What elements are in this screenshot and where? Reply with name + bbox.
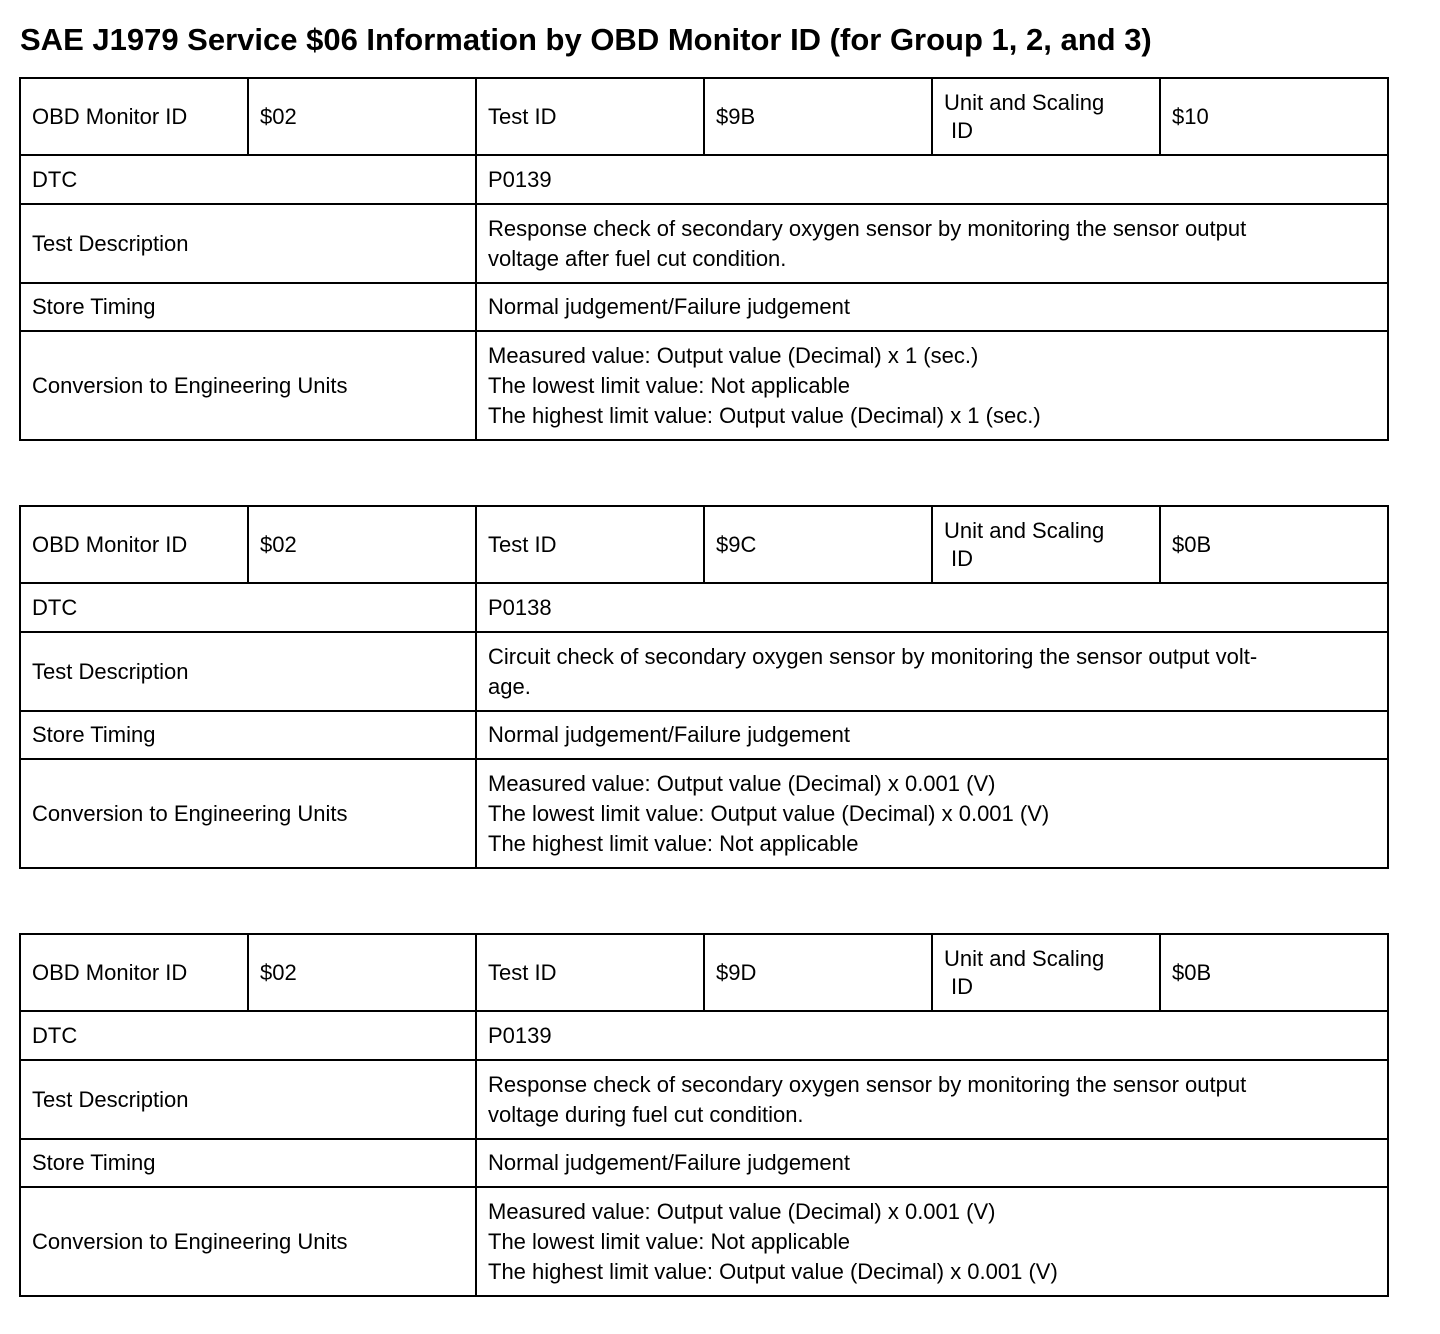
obd-monitor-id-value: $02 xyxy=(247,77,477,156)
conversion-row: Conversion to Engineering Units Measured… xyxy=(19,758,1389,869)
unit-scaling-id-value: $0B xyxy=(1159,933,1389,1012)
obd-monitor-table: OBD Monitor ID $02 Test ID $9C Unit and … xyxy=(19,505,1389,869)
test-description-label: Test Description xyxy=(19,631,477,712)
label-line: Unit and Scaling xyxy=(944,89,1105,115)
dtc-row: DTC P0139 xyxy=(19,1010,1389,1061)
obd-monitor-id-value: $02 xyxy=(247,933,477,1012)
conversion-line: The highest limit value: Output value (D… xyxy=(488,1258,1058,1284)
header-row: OBD Monitor ID $02 Test ID $9C Unit and … xyxy=(19,505,1389,584)
label-line: ID xyxy=(951,545,973,571)
test-id-value: $9D xyxy=(703,933,933,1012)
conversion-value: Measured value: Output value (Decimal) x… xyxy=(475,330,1389,441)
conversion-line: The highest limit value: Not applicable xyxy=(488,830,859,856)
header-row: OBD Monitor ID $02 Test ID $9D Unit and … xyxy=(19,933,1389,1012)
conversion-line: Measured value: Output value (Decimal) x… xyxy=(488,1198,996,1224)
label-line: Unit and Scaling xyxy=(944,517,1105,543)
store-timing-label: Store Timing xyxy=(19,282,477,332)
obd-monitor-table: OBD Monitor ID $02 Test ID $9D Unit and … xyxy=(19,933,1389,1297)
store-timing-label: Store Timing xyxy=(19,710,477,760)
test-id-label: Test ID xyxy=(475,505,705,584)
test-description-value: Response check of secondary oxygen senso… xyxy=(475,1059,1389,1140)
test-id-value: $9B xyxy=(703,77,933,156)
header-row: OBD Monitor ID $02 Test ID $9B Unit and … xyxy=(19,77,1389,156)
test_description-line: age. xyxy=(488,673,531,699)
dtc-label: DTC xyxy=(19,582,477,633)
dtc-value: P0139 xyxy=(475,154,1389,205)
test-description-label: Test Description xyxy=(19,203,477,284)
dtc-label: DTC xyxy=(19,154,477,205)
test-id-value: $9C xyxy=(703,505,933,584)
conversion-label: Conversion to Engineering Units xyxy=(19,330,477,441)
test_description-line: Response check of secondary oxygen senso… xyxy=(488,215,1247,241)
test_description-line: voltage after fuel cut condition. xyxy=(488,245,787,271)
unit-scaling-id-label: Unit and Scaling ID xyxy=(931,933,1161,1012)
test-description-value: Response check of secondary oxygen senso… xyxy=(475,203,1389,284)
conversion-line: The highest limit value: Output value (D… xyxy=(488,402,1041,428)
obd-monitor-id-label: OBD Monitor ID xyxy=(19,77,249,156)
store-timing-value: Normal judgement/Failure judgement xyxy=(475,282,1389,332)
conversion-line: The lowest limit value: Not applicable xyxy=(488,372,850,398)
conversion-value: Measured value: Output value (Decimal) x… xyxy=(475,1186,1389,1297)
obd-monitor-id-label: OBD Monitor ID xyxy=(19,933,249,1012)
test-description-row: Test Description Response check of secon… xyxy=(19,203,1389,284)
test-id-label: Test ID xyxy=(475,933,705,1012)
test_description-line: Response check of secondary oxygen senso… xyxy=(488,1071,1247,1097)
obd-monitor-id-label: OBD Monitor ID xyxy=(19,505,249,584)
conversion-row: Conversion to Engineering Units Measured… xyxy=(19,330,1389,441)
dtc-value: P0138 xyxy=(475,582,1389,633)
unit-scaling-id-value: $10 xyxy=(1159,77,1389,156)
unit-scaling-id-label: Unit and Scaling ID xyxy=(931,505,1161,584)
dtc-label: DTC xyxy=(19,1010,477,1061)
conversion-line: Measured value: Output value (Decimal) x… xyxy=(488,342,979,368)
test_description-line: voltage during fuel cut condition. xyxy=(488,1101,804,1127)
conversion-line: Measured value: Output value (Decimal) x… xyxy=(488,770,996,796)
conversion-label: Conversion to Engineering Units xyxy=(19,1186,477,1297)
label-line: Unit and Scaling xyxy=(944,945,1105,971)
conversion-label: Conversion to Engineering Units xyxy=(19,758,477,869)
unit-scaling-id-label: Unit and Scaling ID xyxy=(931,77,1161,156)
store-timing-label: Store Timing xyxy=(19,1138,477,1188)
label-line: ID xyxy=(951,973,973,999)
dtc-row: DTC P0139 xyxy=(19,154,1389,205)
conversion-line: The lowest limit value: Output value (De… xyxy=(488,800,1050,826)
label-line: ID xyxy=(951,117,973,143)
test_description-line: Circuit check of secondary oxygen sensor… xyxy=(488,643,1258,669)
conversion-line: The lowest limit value: Not applicable xyxy=(488,1228,850,1254)
store-timing-value: Normal judgement/Failure judgement xyxy=(475,1138,1389,1188)
conversion-row: Conversion to Engineering Units Measured… xyxy=(19,1186,1389,1297)
store-timing-row: Store Timing Normal judgement/Failure ju… xyxy=(19,710,1389,760)
test-description-value: Circuit check of secondary oxygen sensor… xyxy=(475,631,1389,712)
dtc-value: P0139 xyxy=(475,1010,1389,1061)
store-timing-row: Store Timing Normal judgement/Failure ju… xyxy=(19,1138,1389,1188)
conversion-value: Measured value: Output value (Decimal) x… xyxy=(475,758,1389,869)
page-title: SAE J1979 Service $06 Information by OBD… xyxy=(20,22,1152,57)
dtc-row: DTC P0138 xyxy=(19,582,1389,633)
test-description-label: Test Description xyxy=(19,1059,477,1140)
test-description-row: Test Description Circuit check of second… xyxy=(19,631,1389,712)
test-id-label: Test ID xyxy=(475,77,705,156)
store-timing-value: Normal judgement/Failure judgement xyxy=(475,710,1389,760)
unit-scaling-id-value: $0B xyxy=(1159,505,1389,584)
test-description-row: Test Description Response check of secon… xyxy=(19,1059,1389,1140)
obd-monitor-table: OBD Monitor ID $02 Test ID $9B Unit and … xyxy=(19,77,1389,441)
store-timing-row: Store Timing Normal judgement/Failure ju… xyxy=(19,282,1389,332)
obd-monitor-id-value: $02 xyxy=(247,505,477,584)
